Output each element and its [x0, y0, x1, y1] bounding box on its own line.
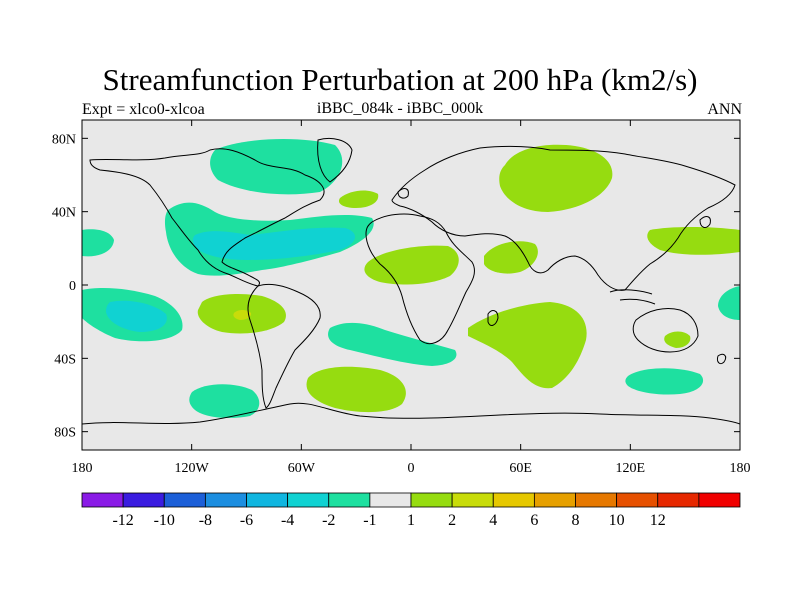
colorbar-swatch: [163, 492, 206, 508]
coast-africa: [365, 213, 475, 345]
colorbar-swatch: [246, 492, 289, 508]
coast-japan: [699, 216, 711, 228]
difference-label: iBBC_084k - iBBC_000k: [316, 100, 484, 117]
lon-tick-label: 120W: [175, 461, 210, 476]
coast-australia: [632, 307, 699, 353]
experiment-label: Expt = xlco0-xlcoa: [82, 101, 205, 118]
coast-antarctica: [82, 402, 740, 425]
coast-indonesia: [609, 289, 656, 305]
coast-eurasia: [391, 145, 736, 291]
contour-south-atlantic-40s: [306, 366, 406, 413]
colorbar-swatch: [122, 492, 165, 508]
lat-tick-label: 40N: [52, 206, 76, 221]
colorbar-swatch: [575, 492, 618, 508]
colorbar-label: -4: [281, 512, 294, 529]
colorbar-label: 6: [530, 512, 538, 529]
lat-tick-label: 80N: [52, 132, 76, 147]
contour-east-africa-arabia: [484, 241, 538, 274]
lat-tick-label: 80S: [54, 426, 76, 441]
coast-new-zealand: [717, 353, 727, 365]
colorbar-swatch: [369, 492, 412, 508]
contour-north-pacific-east: [82, 229, 114, 257]
lon-tick-label: 60E: [509, 461, 532, 476]
contour-western-pacific-south: [718, 286, 740, 320]
colorbar-swatch: [328, 492, 371, 508]
colorbar-swatch: [492, 492, 535, 508]
contour-eastern-australia: [664, 331, 691, 348]
coast-madagascar: [487, 310, 499, 326]
coast-greenland: [317, 137, 353, 183]
colorbar-swatch: [657, 492, 700, 508]
contour-southern-ocean-australia: [625, 368, 704, 395]
contour-dateline-20n: [62, 230, 82, 256]
colorbar-swatch: [410, 492, 453, 508]
contour-tropical-south-pacific-core: [106, 300, 167, 332]
colorbar-swatch: [616, 492, 659, 508]
colorbar-swatch: [533, 492, 576, 508]
colorbar-swatch: [287, 492, 330, 508]
colorbar-label: 4: [489, 512, 497, 529]
contour-southern-ocean-pacific: [189, 384, 260, 418]
lon-tick-label: 60W: [288, 461, 316, 476]
colorbar-label: 1: [407, 512, 415, 529]
colorbar-swatch: [81, 492, 124, 508]
colorbar-swatch: [451, 492, 494, 508]
contour-eurasia-arctic: [499, 144, 613, 212]
colorbar-label: -6: [240, 512, 253, 529]
colorbar-label: 12: [650, 512, 666, 529]
lat-tick-label: 0: [69, 279, 76, 294]
coast-north-america: [89, 148, 325, 287]
lon-tick-label: 0: [408, 461, 415, 476]
lon-tick-label: 180: [730, 461, 751, 476]
season-label: ANN: [707, 101, 742, 118]
lat-tick-label: 40S: [54, 352, 76, 367]
coastlines: [82, 137, 740, 425]
colorbar-label: 2: [448, 512, 456, 529]
contour-west-africa: [364, 245, 459, 285]
plot-title: Streamfunction Perturbation at 200 hPa (…: [102, 62, 698, 97]
lon-tick-label: 180: [72, 461, 93, 476]
colorbar-swatch: [698, 492, 741, 508]
map-background: [82, 120, 740, 450]
colorbar-label: 8: [572, 512, 580, 529]
colorbar-label: -2: [322, 512, 335, 529]
colorbar-label: -1: [363, 512, 376, 529]
colorbar: [81, 492, 741, 508]
colorbar-label: 10: [609, 512, 625, 529]
coast-uk: [397, 188, 409, 199]
contour-north-atlantic-east: [338, 190, 379, 208]
colorbar-swatch: [204, 492, 247, 508]
coast-south-america: [247, 283, 321, 409]
colorbar-label: -12: [112, 512, 133, 529]
lon-tick-label: 120E: [616, 461, 646, 476]
contour-caribbean-core: [192, 227, 356, 260]
contour-southeast-pacific-core: [233, 310, 252, 320]
colorbar-label: -8: [199, 512, 212, 529]
colorbar-label: -10: [154, 512, 175, 529]
contour-south-indian-ocean: [468, 302, 587, 389]
contour-south-atlantic-band: [328, 322, 457, 366]
